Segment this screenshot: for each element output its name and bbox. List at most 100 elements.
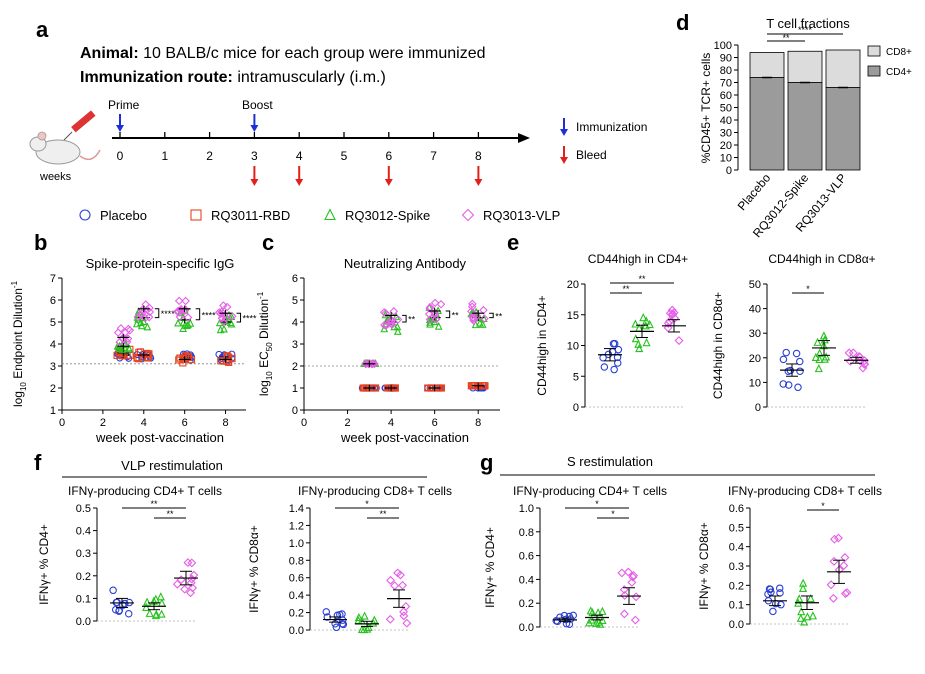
- chart-title: IFNγ-producing CD8+ T cells: [728, 484, 882, 498]
- data-point-circle: [332, 623, 341, 632]
- x-tick-label: 6: [432, 417, 438, 429]
- data-point-triangle: [364, 622, 373, 632]
- data-point-circle: [109, 586, 117, 595]
- chart-ylabel: IFNγ+ % CD4+: [483, 527, 497, 608]
- data-point-diamond: [219, 317, 228, 327]
- y-tick-label: 4: [292, 317, 298, 329]
- sig-mark: ****: [243, 314, 258, 324]
- legend-cd8-label: CD8+: [886, 47, 912, 58]
- y-tick-label: 10: [567, 341, 579, 353]
- data-point-triangle: [806, 593, 815, 603]
- panel-d-title: T cell fractions: [766, 16, 850, 31]
- data-point-triangle: [476, 318, 484, 327]
- data-point-diamond: [121, 328, 130, 337]
- data-point-diamond: [401, 601, 411, 611]
- data-point-circle: [769, 607, 777, 616]
- y-tick-label: 3: [50, 361, 56, 373]
- data-point-diamond: [133, 312, 143, 322]
- data-point-circle: [779, 355, 788, 364]
- x-tick-label: 2: [344, 417, 350, 429]
- legend-cd8-swatch: [867, 45, 881, 57]
- data-point-triangle: [151, 610, 161, 620]
- sig-bracket: [154, 308, 160, 319]
- data-point-triangle: [811, 352, 820, 361]
- panel-b-letter: b: [34, 230, 47, 255]
- y-tick-label: 60: [720, 90, 732, 102]
- data-point-circle: [779, 380, 788, 388]
- bleed-arrow-head: [384, 179, 393, 186]
- data-point-diamond: [430, 308, 439, 318]
- sig-mark: ****: [161, 309, 176, 319]
- data-point-diamond: [617, 568, 627, 578]
- data-point-diamond: [826, 580, 836, 590]
- data-point-circle: [333, 611, 342, 620]
- timeline-tick-label: 7: [430, 149, 437, 163]
- y-tick-label: 20: [720, 140, 732, 152]
- sig-mark: **: [452, 310, 460, 320]
- y-tick-label: 6: [292, 273, 298, 285]
- legend-marker-square: [190, 209, 202, 221]
- prime-arrow-head: [116, 125, 124, 132]
- y-tick-label: 0.0: [729, 619, 744, 631]
- panel-g2-chart: 0.0 0.1 0.2 0.3 0.4 0.5 0.6 * IFNγ-producing CD8…: [697, 484, 882, 631]
- data-point-triangle: [796, 613, 805, 622]
- y-tick-label: 0.8: [519, 527, 534, 539]
- data-point-diamond: [136, 310, 146, 320]
- data-point-triangle: [798, 583, 808, 593]
- data-point-diamond: [468, 313, 478, 322]
- y-tick-label: 0.2: [289, 608, 304, 620]
- legend-cd4-swatch: [867, 65, 881, 77]
- data-point-triangle: [815, 354, 824, 363]
- data-point-triangle: [634, 339, 643, 348]
- y-tick-label: 5: [573, 371, 579, 383]
- data-point-circle: [322, 608, 331, 616]
- bleed-arrow-head: [250, 179, 259, 186]
- data-point-diamond: [668, 310, 678, 320]
- y-tick-label: 0.0: [289, 625, 304, 637]
- chart-title: IFNγ-producing CD4+ T cells: [68, 484, 222, 498]
- data-point-triangle: [820, 354, 829, 363]
- y-tick-label: 1.4: [289, 503, 304, 515]
- chart-ylabel: IFNγ+ % CD4+: [37, 524, 51, 605]
- data-point-triangle: [814, 363, 823, 373]
- data-point-square: [176, 354, 184, 362]
- legend-bleed-arrow-head: [560, 157, 568, 164]
- data-point-diamond: [113, 328, 123, 337]
- data-point-triangle: [596, 619, 605, 628]
- y-tick-label: 0.4: [519, 574, 534, 586]
- data-point-triangle: [354, 612, 363, 622]
- panel-b-xlabel: week post-vaccination: [95, 430, 224, 445]
- y-tick-label: 80: [720, 65, 732, 77]
- data-point-diamond: [665, 308, 675, 318]
- data-point-diamond: [173, 307, 183, 317]
- data-point-diamond: [668, 309, 678, 319]
- y-tick-label: 2: [50, 383, 56, 395]
- data-point-triangle: [631, 319, 640, 328]
- data-point-circle: [614, 345, 623, 354]
- data-point-square: [219, 357, 227, 365]
- chart-title: IFNγ-producing CD4+ T cells: [513, 484, 667, 498]
- data-point-triangle: [360, 611, 369, 620]
- data-point-diamond: [845, 356, 855, 366]
- data-point-circle: [552, 616, 560, 625]
- chart-title: IFNγ-producing CD8+ T cells: [298, 484, 452, 498]
- y-tick-label: 6: [50, 295, 56, 307]
- data-point-diamond: [183, 313, 193, 322]
- data-point-triangle: [121, 340, 130, 348]
- data-point-diamond: [860, 356, 870, 366]
- data-point-circle: [777, 600, 785, 609]
- sig-bracket: [489, 312, 494, 319]
- chart-ylabel: CD44high in CD8α+: [711, 292, 725, 399]
- chart-ylabel: IFNγ+ % CD8α+: [697, 522, 711, 610]
- data-point-circle: [792, 349, 801, 358]
- data-point-triangle: [157, 609, 166, 618]
- panel-g-letter: g: [480, 450, 493, 475]
- bar-cd4: [787, 82, 823, 171]
- data-point-triangle: [642, 316, 651, 325]
- panel-f-letter: f: [34, 450, 42, 475]
- data-point-triangle: [598, 606, 607, 615]
- sig-mark: **: [166, 509, 174, 519]
- data-point-triangle: [156, 592, 165, 601]
- data-point-triangle: [478, 320, 487, 328]
